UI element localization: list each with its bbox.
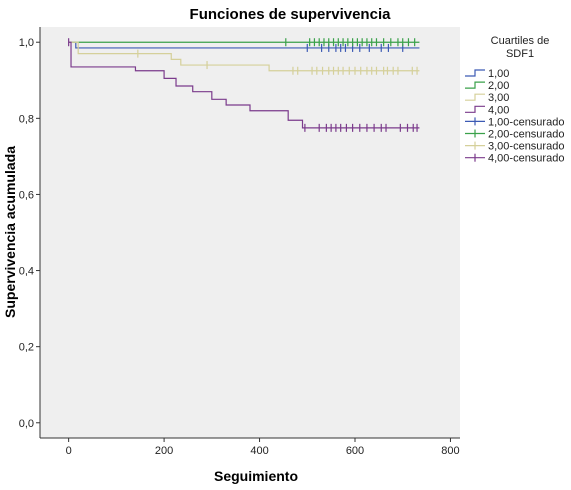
legend-title: SDF1 xyxy=(506,48,534,60)
series-layer xyxy=(68,38,420,132)
legend-label-1: 1,00 xyxy=(488,68,509,80)
y-tick-label: 0,8 xyxy=(19,113,34,125)
axes: 0 200 400 600 800 0,0 0,2 0,4 0,6 0,8 1,0 xyxy=(19,27,460,457)
legend-swatch-4 xyxy=(465,105,485,113)
legend-label-4: 4,00 xyxy=(488,104,509,116)
legend-label-2: 2,00 xyxy=(488,80,509,92)
y-tick-label: 0,4 xyxy=(19,266,34,278)
legend-censor-label-2: 2,00-censurado xyxy=(488,129,564,141)
legend-swatch-2 xyxy=(465,81,485,89)
x-tick-label: 0 xyxy=(66,445,72,457)
legend-swatch-3 xyxy=(465,93,485,101)
y-tick-label: 0,2 xyxy=(19,342,34,354)
y-tick-label: 1,0 xyxy=(19,37,34,49)
legend-title: Cuartiles de xyxy=(491,35,550,47)
plot-background xyxy=(40,27,460,438)
series-line-4 xyxy=(68,41,420,129)
legend-swatch-1 xyxy=(465,69,485,77)
x-tick-label: 400 xyxy=(250,445,268,457)
legend-censor-label-3: 3,00-censurado xyxy=(488,141,564,153)
x-tick-label: 800 xyxy=(441,445,459,457)
y-axis-title: Supervivencia acumulada xyxy=(2,146,18,318)
y-tick-label: 0,0 xyxy=(19,418,34,430)
y-tick-label: 0,6 xyxy=(19,189,34,201)
series-line-3 xyxy=(68,41,420,72)
legend-label-3: 3,00 xyxy=(488,92,509,104)
legend-censor-label-4: 4,00-censurado xyxy=(488,153,564,165)
x-tick-label: 600 xyxy=(346,445,364,457)
x-axis-title: Seguimiento xyxy=(214,468,298,484)
x-tick-label: 200 xyxy=(155,445,173,457)
legend-censor-label-1: 1,00-censurado xyxy=(488,116,564,128)
chart-title: Funciones de supervivencia xyxy=(190,6,392,23)
